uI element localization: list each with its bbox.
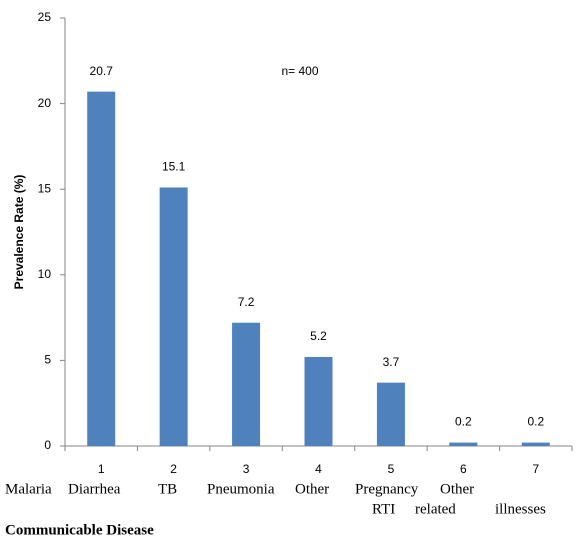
category-name: Pregnancy <box>355 481 419 497</box>
y-tick-label: 20 <box>38 96 52 110</box>
y-axis-label: Prevalence Rate (%) <box>12 175 26 290</box>
annotation: n= 400 <box>281 64 318 78</box>
data-label: 5.2 <box>310 329 327 343</box>
bar <box>87 91 116 446</box>
data-label: 0.2 <box>455 415 472 429</box>
y-tick-label: 0 <box>44 438 51 452</box>
bar <box>304 356 333 446</box>
x-tick-label: 6 <box>460 462 467 476</box>
category-name: RTI <box>372 501 395 517</box>
category-name: illnesses <box>495 501 546 517</box>
y-tick-label: 25 <box>38 10 52 24</box>
bar <box>376 382 405 446</box>
y-tick-label: 15 <box>38 181 52 195</box>
bar <box>449 442 478 446</box>
data-label: 7.2 <box>238 295 255 309</box>
y-tick-label: 10 <box>38 267 52 281</box>
x-tick-label: 1 <box>98 462 105 476</box>
x-tick-label: 7 <box>532 462 539 476</box>
x-tick-label: 3 <box>243 462 250 476</box>
category-name: Other <box>295 481 329 497</box>
category-name: Pneumonia <box>207 481 275 497</box>
data-label: 20.7 <box>90 64 114 78</box>
data-label: 0.2 <box>527 415 544 429</box>
data-label: 3.7 <box>383 355 400 369</box>
category-name: TB <box>158 481 177 497</box>
x-tick-label: 2 <box>170 462 177 476</box>
x-tick-label: 4 <box>315 462 322 476</box>
category-name: Other <box>440 481 474 497</box>
bar <box>521 442 550 446</box>
bar <box>159 187 188 446</box>
category-name: related <box>415 501 456 517</box>
data-label: 15.1 <box>162 160 186 174</box>
category-name: Malaria <box>5 481 52 497</box>
x-axis-label: Communicable Disease <box>5 522 154 538</box>
x-tick-label: 5 <box>388 462 395 476</box>
bar <box>232 322 261 446</box>
category-name: Diarrhea <box>68 481 121 497</box>
y-tick-label: 5 <box>44 353 51 367</box>
